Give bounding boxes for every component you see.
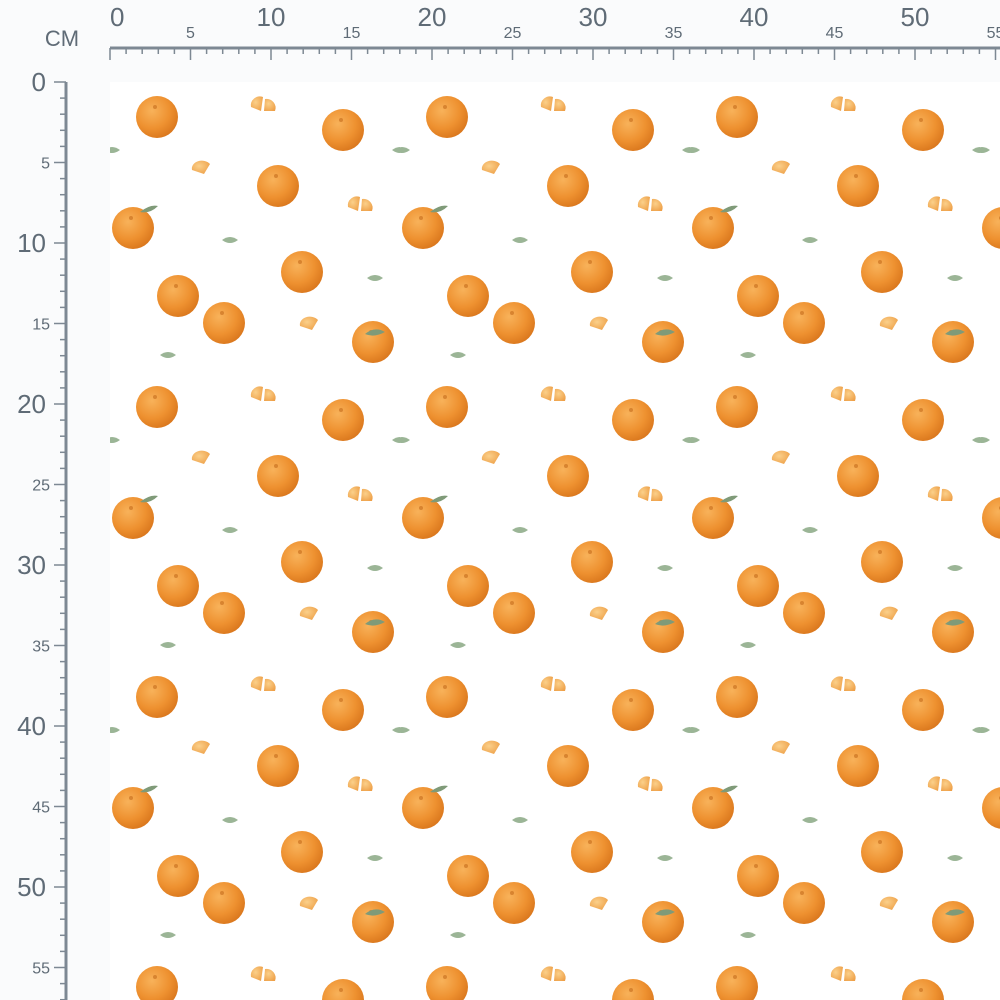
top-ruler-label: 35 [665,25,683,42]
left-ruler-label: 0 [32,67,46,97]
top-ruler-label: 45 [826,25,844,42]
top-ruler-label: 10 [257,2,286,32]
top-ruler-label: 0 [110,2,124,32]
fabric-print [110,82,1000,1000]
left-ruler-label: 50 [17,872,46,902]
left-ruler-label: 20 [17,389,46,419]
top-ruler-label: 40 [740,2,769,32]
ruler-unit: CM [45,26,79,51]
left-ruler-label: 15 [32,317,50,334]
left-ruler-label: 55 [32,961,50,978]
left-ruler-label: 45 [32,800,50,817]
top-ruler-label: 55 [987,25,1000,42]
left-ruler-label: 40 [17,711,46,741]
left-ruler-label: 35 [32,639,50,656]
top-ruler-label: 50 [901,2,930,32]
top-ruler-label: 25 [504,25,522,42]
left-ruler-label: 25 [32,478,50,495]
top-ruler-label: 30 [579,2,608,32]
top-ruler-label: 5 [186,25,195,42]
left-ruler-label: 10 [17,228,46,258]
top-ruler-label: 15 [343,25,361,42]
left-ruler-label: 30 [17,550,46,580]
left-ruler-label: 5 [41,156,50,173]
top-ruler-label: 20 [418,2,447,32]
